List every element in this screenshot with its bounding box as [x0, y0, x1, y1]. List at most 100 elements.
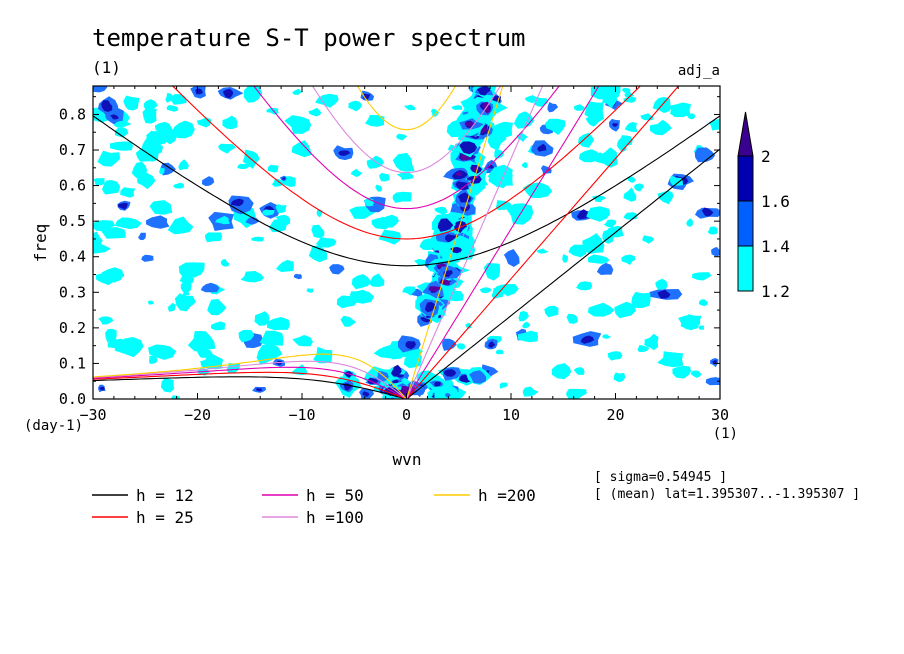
spectrum-contour-2 — [110, 114, 119, 120]
spectrum-contour-0 — [686, 218, 693, 227]
spectrum-contour-0 — [392, 191, 412, 203]
spectrum-contour-0 — [536, 248, 549, 254]
spectrum-contour-0 — [522, 182, 553, 199]
spectrum-contour-0 — [218, 143, 236, 154]
spectrum-contour-0 — [251, 236, 264, 242]
curve-h50-kelvin — [406, 86, 600, 399]
y-axis-label: freq — [31, 224, 50, 263]
spectrum-contour-0 — [102, 180, 121, 195]
spectrum-contour-1 — [201, 176, 215, 186]
dispersion-curves — [93, 86, 720, 399]
spectrum-contour-2 — [281, 177, 286, 180]
spectrum-contour-2 — [657, 289, 671, 299]
spectrum-contour-2 — [367, 377, 379, 385]
spectrum-contour-0 — [143, 99, 158, 113]
curve-h25-kelvin — [406, 86, 680, 399]
spectrum-contour-0 — [603, 219, 617, 228]
spectrum-contour-0 — [276, 259, 294, 272]
spectrum-contour-0 — [142, 108, 157, 124]
annotation-sigma: [ sigma=0.54945 ] — [594, 470, 727, 485]
spectrum-contour-1 — [711, 247, 720, 257]
spectrum-contour-0 — [669, 175, 683, 186]
curve-h12-gravity — [93, 115, 720, 267]
spectrum-contour-1 — [503, 249, 520, 267]
spectrum-contour-0 — [479, 287, 492, 294]
spectrum-contour-0 — [262, 209, 275, 216]
spectrum-contour-0 — [160, 125, 178, 145]
x-tick-label: 10 — [502, 406, 520, 424]
spectrum-contour-0 — [114, 127, 129, 138]
spectrum-contour-0 — [587, 254, 610, 264]
spectrum-contour-0 — [634, 183, 644, 192]
y-tick-label: 0.4 — [59, 248, 86, 266]
spectrum-contour-3 — [455, 172, 463, 177]
colorbar-swatch-1 — [737, 245, 754, 292]
curve-h25-rossby — [93, 371, 407, 399]
spectrum-contour-0 — [351, 274, 371, 290]
x-tick-label: 30 — [711, 406, 729, 424]
spectrum-contour-0 — [97, 150, 121, 167]
spectrum-contour-0 — [578, 132, 595, 148]
spectrum-contour-0 — [171, 395, 181, 399]
spectrum-contour-0 — [602, 334, 611, 339]
spectrum-contour-0 — [348, 100, 363, 112]
legend-label: h = 50 — [306, 486, 364, 505]
spectrum-contour-0 — [624, 122, 638, 132]
colorbar-arrow — [737, 111, 754, 157]
spectrum-contour-0 — [220, 259, 230, 267]
spectrum-contour-1 — [377, 370, 389, 382]
x-tick-label: −10 — [288, 406, 315, 424]
spectrum-contour-0 — [492, 121, 513, 140]
label-top-right: adj_a — [678, 63, 720, 79]
spectrum-contour-0 — [568, 244, 587, 258]
spectrum-contour-0 — [621, 254, 636, 265]
spectrum-contour-0 — [306, 288, 314, 293]
spectrum-contour-0 — [456, 343, 466, 350]
spectrum-contour-0 — [576, 281, 593, 291]
spectrum-contour-0 — [566, 388, 587, 399]
curve-h100-gravity — [311, 86, 502, 174]
spectrum-contour-0 — [95, 271, 117, 286]
spectrum-contour-0 — [174, 293, 196, 312]
x-tick-label: 0 — [402, 406, 411, 424]
spectrum-contour-2 — [443, 369, 457, 377]
spectrum-contour-2 — [99, 386, 105, 391]
y-tick-label: 0.6 — [59, 177, 86, 195]
spectrum-contour-0 — [591, 195, 607, 203]
spectrum-contour-0 — [551, 363, 572, 380]
curve-h50-gravity — [253, 86, 560, 210]
spectrum-contour-0 — [222, 115, 238, 130]
spectrum-contour-0 — [465, 322, 472, 329]
spectrum-contour-2 — [488, 341, 496, 348]
spectrum-contour-0 — [171, 120, 195, 139]
spectrum-contour-1 — [138, 232, 146, 241]
spectrum-contour-0 — [93, 112, 106, 119]
spectrum-contour-0 — [708, 118, 720, 131]
spectrum-contour-0 — [165, 93, 174, 103]
spectrum-contour-0 — [147, 300, 154, 305]
spectrum-contour-0 — [375, 184, 383, 192]
y-tick-label: 0.2 — [59, 319, 86, 337]
spectrum-contour-1 — [694, 147, 716, 163]
spectrum-contour-1 — [93, 86, 108, 93]
spectrum-contour-0 — [110, 141, 133, 151]
spectrum-contour-0 — [173, 182, 184, 189]
spectrum-contour-0 — [495, 200, 512, 211]
spectrum-contour-0 — [649, 119, 672, 136]
spectrum-contour-0 — [148, 344, 177, 360]
spectrum-contour-1 — [442, 338, 457, 351]
spectrum-contour-0 — [316, 210, 323, 218]
spectrum-contour-0 — [240, 271, 265, 283]
y-axis-units: (day-1) — [24, 418, 83, 434]
spectrum-contour-0 — [621, 87, 631, 93]
spectrum-contour-0 — [562, 254, 569, 263]
curve-h200-rossby — [93, 353, 407, 399]
spectrum-contour-0 — [614, 301, 637, 319]
spectrum-contour-0 — [368, 273, 385, 287]
spectrum-contour-1 — [293, 273, 302, 280]
spectrum-contour-1 — [540, 165, 552, 175]
spectrum-contour-0 — [598, 86, 621, 101]
spectrum-contour-0 — [203, 353, 217, 366]
colorbar: 1.2 1.4 1.6 2 — [737, 111, 790, 301]
